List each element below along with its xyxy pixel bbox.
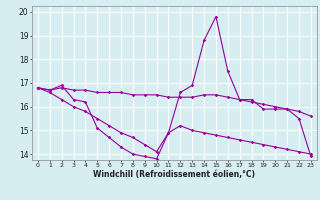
X-axis label: Windchill (Refroidissement éolien,°C): Windchill (Refroidissement éolien,°C): [93, 170, 255, 179]
